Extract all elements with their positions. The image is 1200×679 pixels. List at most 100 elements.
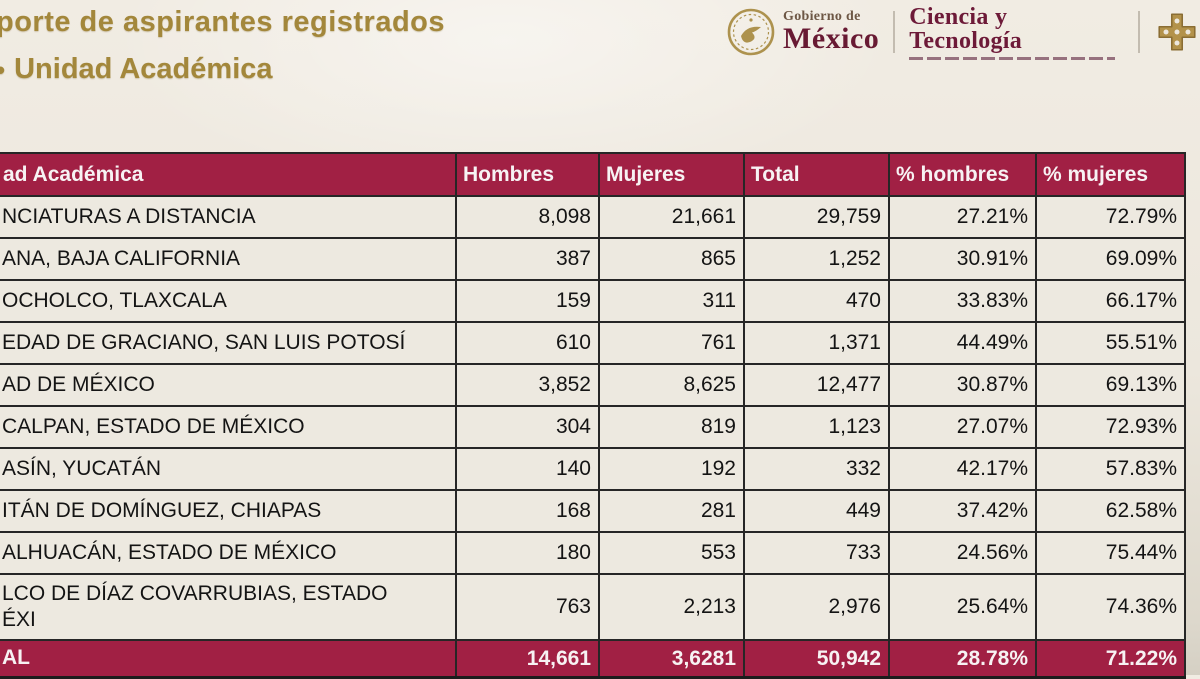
unit-name-cell: ALHUACÁN, ESTADO DE MÉXICO	[0, 533, 457, 573]
table-body: NCIATURAS A DISTANCIA 8,098 21,661 29,759 27…	[0, 197, 1186, 679]
pct-hombres-cell: 28.78%	[890, 641, 1037, 676]
table-row: ANA, BAJA CALIFORNIA 387 865 1,252 30.91% 69.…	[0, 239, 1186, 281]
unit-name-cell: EDAD DE GRACIANO, SAN LUIS POTOSÍ	[0, 323, 457, 363]
pct-hombres-cell: 30.87%	[890, 365, 1037, 405]
pct-hombres-cell: 42.17%	[890, 449, 1037, 489]
pct-hombres-cell: 44.49%	[890, 323, 1037, 363]
pct-mujeres-cell: 57.83%	[1037, 449, 1186, 489]
table-row: NCIATURAS A DISTANCIA 8,098 21,661 29,759 27…	[0, 197, 1186, 239]
pct-mujeres-cell: 66.17%	[1037, 281, 1186, 321]
hombres-cell: 14,661	[457, 641, 600, 676]
pct-mujeres-cell: 69.09%	[1037, 239, 1186, 279]
pct-hombres-cell: 30.91%	[890, 239, 1037, 279]
gold-cross-icon	[1158, 13, 1196, 51]
table-row: ITÁN DE DOMÍNGUEZ, CHIAPAS 168 281 449 37.42…	[0, 491, 1186, 533]
ciencia-tecnologia-label: Ciencia y Tecnología	[909, 3, 1023, 54]
mujeres-cell: 281	[600, 491, 745, 531]
mujeres-cell: 192	[600, 449, 745, 489]
hombres-cell: 8,098	[457, 197, 600, 237]
pct-mujeres-cell: 69.13%	[1037, 365, 1186, 405]
column-header-unit-name: ad Académica	[0, 154, 457, 195]
logo-divider	[893, 11, 896, 53]
hombres-cell: 180	[457, 533, 600, 573]
total-cell: 29,759	[745, 197, 890, 237]
secretaria-subtext-line	[909, 56, 1116, 60]
table-row: OCHOLCO, TLAXCALA 159 311 470 33.83% 66.17%	[0, 281, 1186, 323]
pct-hombres-cell: 25.64%	[890, 575, 1037, 639]
column-header-pct-mujeres: % mujeres	[1037, 154, 1186, 195]
unit-name-cell: ANA, BAJA CALIFORNIA	[0, 239, 457, 279]
mujeres-cell: 553	[600, 533, 745, 573]
hombres-cell: 168	[457, 491, 600, 531]
total-cell: 12,477	[745, 365, 890, 405]
pct-hombres-cell: 37.42%	[890, 491, 1037, 531]
table-row: CALPAN, ESTADO DE MÉXICO 304 819 1,123 27.07…	[0, 407, 1186, 449]
logo-divider	[1138, 11, 1140, 53]
table-header-row: ad Académica Hombres Mujeres Total% hombres…	[0, 152, 1186, 197]
pct-hombres-cell: 33.83%	[890, 281, 1037, 321]
table-total-row: AL 14,661 3,6281 50,942 28.78% 71.22%	[0, 641, 1186, 679]
column-header-mujeres: Mujeres	[600, 154, 745, 195]
mexico-eagle-emblem-icon	[727, 8, 775, 56]
hombres-cell: 610	[457, 323, 600, 363]
pct-mujeres-cell: 74.36%	[1037, 575, 1186, 639]
unit-name-cell: OCHOLCO, TLAXCALA	[0, 281, 457, 321]
unit-name-cell: ITÁN DE DOMÍNGUEZ, CHIAPAS	[0, 491, 457, 531]
report-title-block: porte de aspirantes registrados • Unidad…	[0, 6, 445, 86]
mujeres-cell: 2,213	[600, 575, 745, 639]
total-cell: 470	[745, 281, 890, 321]
hombres-cell: 3,852	[457, 365, 600, 405]
pct-mujeres-cell: 75.44%	[1037, 533, 1186, 573]
unit-name-cell: NCIATURAS A DISTANCIA	[0, 197, 457, 237]
mujeres-cell: 21,661	[600, 197, 745, 237]
unit-name-cell: LCO DE DÍAZ COVARRUBIAS, ESTADO ÉXI	[0, 575, 457, 639]
mujeres-cell: 819	[600, 407, 745, 447]
applicants-table: ad Académica Hombres Mujeres Total% hombres…	[0, 152, 1186, 679]
report-subtitle-text: Unidad Académica	[14, 53, 273, 85]
total-cell: 332	[745, 449, 890, 489]
pct-hombres-cell: 24.56%	[890, 533, 1037, 573]
hombres-cell: 159	[457, 281, 600, 321]
hombres-cell: 304	[457, 407, 600, 447]
hombres-cell: 387	[457, 239, 600, 279]
unit-name-cell: CALPAN, ESTADO DE MÉXICO	[0, 407, 457, 447]
secretaria-wordmark: Ciencia y Tecnología	[909, 5, 1124, 60]
table-row: EDAD DE GRACIANO, SAN LUIS POTOSÍ 610 761 1…	[0, 323, 1186, 365]
government-header: Gobierno de México Ciencia y Tecnología	[726, 2, 1200, 62]
unit-name-cell: AL	[0, 641, 457, 676]
unit-name-cell: ASÍN, YUCATÁN	[0, 449, 457, 489]
gobierno-de-label: Gobierno de	[783, 9, 861, 24]
pct-mujeres-cell: 72.79%	[1037, 197, 1186, 237]
gobierno-wordmark: Gobierno de México	[783, 10, 879, 54]
table-row: LCO DE DÍAZ COVARRUBIAS, ESTADO ÉXI 763 2,2…	[0, 575, 1186, 641]
unit-name-cell: AD DE MÉXICO	[0, 365, 457, 405]
table-row: AD DE MÉXICO 3,852 8,625 12,477 30.87% 69.13%	[0, 365, 1186, 407]
total-cell: 733	[745, 533, 890, 573]
total-cell: 449	[745, 491, 890, 531]
total-cell: 1,123	[745, 407, 890, 447]
total-cell: 50,942	[745, 641, 890, 676]
table-row: ALHUACÁN, ESTADO DE MÉXICO 180 553 733 24.56…	[0, 533, 1186, 575]
column-header-pct-hombres: % hombres	[890, 154, 1037, 195]
total-cell: 1,371	[745, 323, 890, 363]
mujeres-cell: 865	[600, 239, 745, 279]
column-header-hombres: Hombres	[457, 154, 600, 195]
mujeres-cell: 761	[600, 323, 745, 363]
pct-mujeres-cell: 72.93%	[1037, 407, 1186, 447]
pct-mujeres-cell: 71.22%	[1037, 641, 1186, 676]
total-cell: 1,252	[745, 239, 890, 279]
mexico-label: México	[783, 22, 880, 55]
mujeres-cell: 311	[600, 281, 745, 321]
bullet-icon: •	[0, 57, 5, 83]
pct-mujeres-cell: 55.51%	[1037, 323, 1186, 363]
mujeres-cell: 3,6281	[600, 641, 745, 676]
pct-hombres-cell: 27.21%	[890, 197, 1037, 237]
pct-mujeres-cell: 62.58%	[1037, 491, 1186, 531]
report-title: porte de aspirantes registrados	[0, 6, 446, 38]
hombres-cell: 763	[457, 575, 600, 639]
table-row: ASÍN, YUCATÁN 140 192 332 42.17% 57.83%	[0, 449, 1186, 491]
column-header-total: Total	[745, 154, 890, 195]
hombres-cell: 140	[457, 449, 600, 489]
pct-hombres-cell: 27.07%	[890, 407, 1037, 447]
mujeres-cell: 8,625	[600, 365, 745, 405]
